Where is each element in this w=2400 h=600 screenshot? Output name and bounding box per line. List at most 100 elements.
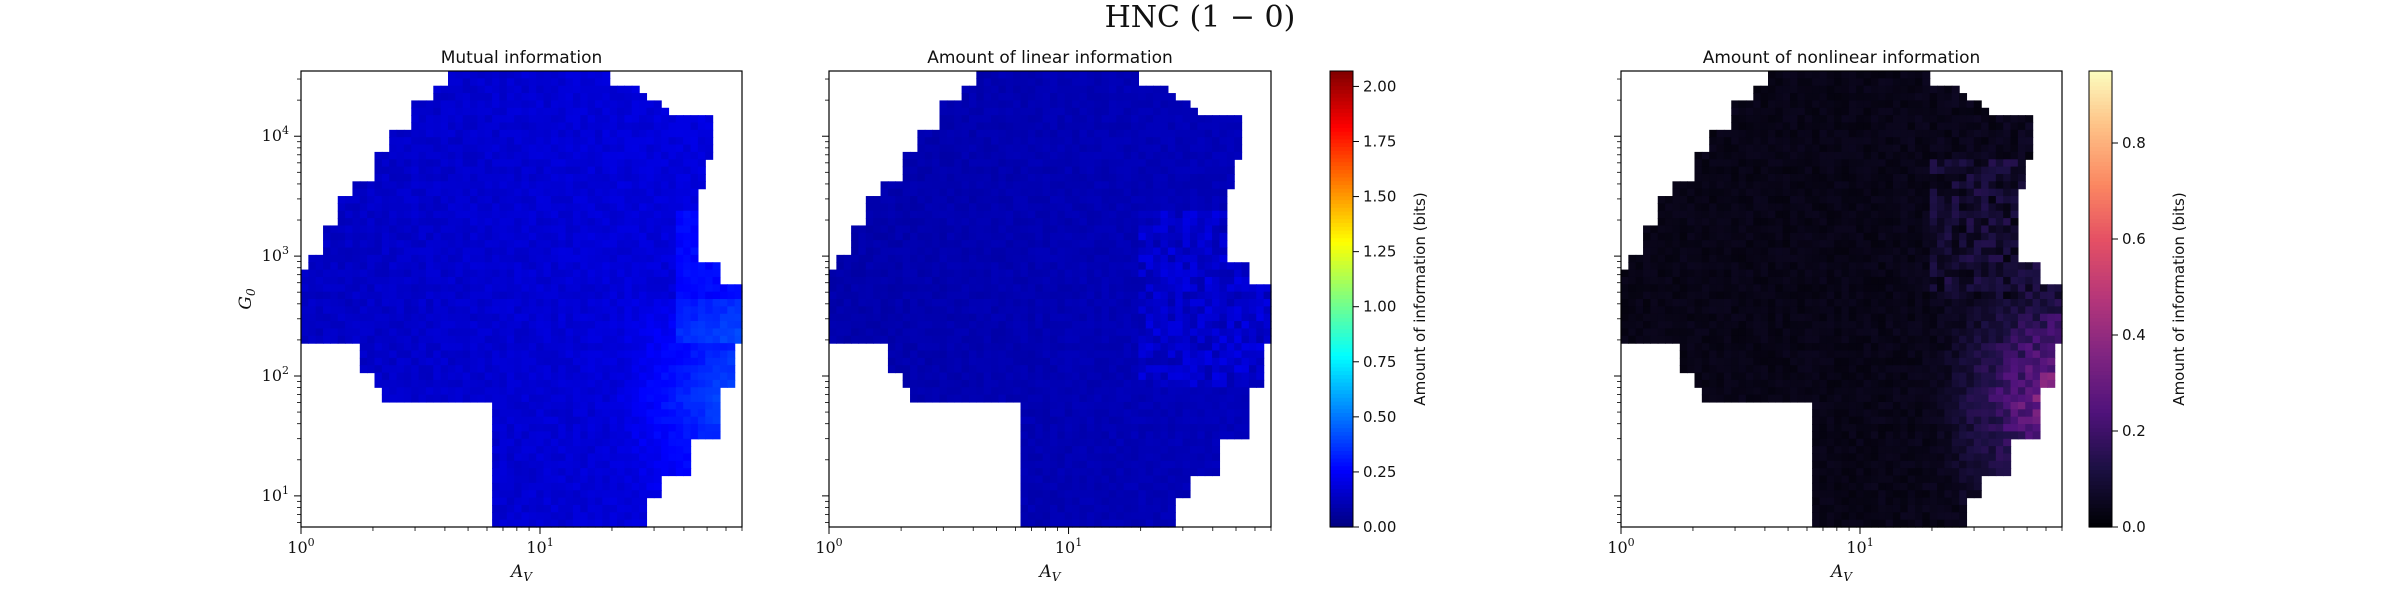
heatmap-cell: [1189, 431, 1198, 440]
heatmap-cell: [954, 181, 963, 190]
heatmap-cell: [983, 379, 992, 388]
heatmap-cell: [499, 482, 508, 491]
heatmap-cell: [646, 129, 655, 138]
heatmap-cell: [675, 166, 684, 175]
heatmap-cell: [631, 159, 640, 168]
heatmap-cell: [484, 78, 493, 87]
heatmap-cell: [536, 218, 545, 227]
heatmap-cells: [301, 71, 743, 528]
heatmap-cell: [1160, 203, 1169, 212]
heatmap-cell: [506, 365, 515, 374]
heatmap-cell: [895, 210, 904, 219]
heatmap-cell: [697, 166, 706, 175]
heatmap-cell: [902, 276, 911, 285]
heatmap-cell: [983, 343, 992, 352]
heatmap-cell: [1123, 453, 1132, 462]
heatmap-cell: [1116, 225, 1125, 234]
heatmap-cell: [1086, 416, 1095, 425]
heatmap-cell: [639, 115, 648, 124]
heatmap-cell: [1027, 196, 1036, 204]
heatmap-cell: [359, 269, 368, 278]
heatmap-cell: [565, 372, 574, 381]
heatmap-cell: [1013, 306, 1022, 315]
heatmap-cell: [499, 115, 508, 124]
heatmap-cell: [506, 343, 515, 352]
heatmap-cell: [917, 262, 926, 271]
heatmap-cell: [1042, 365, 1051, 374]
heatmap-cell: [374, 173, 383, 182]
heatmap-cell: [433, 137, 442, 146]
heatmap-cell: [462, 357, 471, 366]
heatmap-cell: [1138, 497, 1147, 506]
heatmap-cell: [631, 460, 640, 469]
heatmap-cell: [976, 240, 985, 249]
heatmap-cell: [1013, 122, 1022, 131]
heatmap-cell: [536, 504, 545, 513]
heatmap-cell: [462, 107, 471, 116]
heatmap-cell: [499, 299, 508, 307]
heatmap-cell: [1057, 225, 1066, 234]
heatmap-cell: [536, 335, 545, 344]
heatmap-cell: [543, 262, 552, 271]
heatmap-cell: [1160, 276, 1169, 285]
heatmap-cell: [528, 306, 537, 315]
heatmap-cell: [580, 173, 589, 182]
heatmap-cell: [1108, 71, 1117, 79]
heatmap-cell: [448, 343, 456, 352]
heatmap-cell: [661, 446, 670, 455]
heatmap-cell: [550, 321, 559, 330]
heatmap-cell: [425, 321, 434, 330]
heatmap-cell: [595, 387, 603, 396]
heatmap-cell: [580, 365, 589, 374]
heatmap-cell: [323, 276, 331, 285]
heatmap-cell: [403, 387, 412, 396]
heatmap-cell: [902, 210, 911, 219]
heatmap-cell: [1072, 188, 1081, 197]
heatmap-cell: [646, 203, 655, 212]
heatmap-cell: [1020, 446, 1029, 455]
heatmap-cell: [1182, 431, 1191, 440]
heatmap-cell: [1072, 71, 1081, 79]
heatmap-cell: [1145, 306, 1154, 315]
heatmap-cell: [1167, 269, 1176, 278]
heatmap-cell: [675, 262, 684, 271]
heatmap-cell: [661, 276, 670, 285]
heatmap-cell: [939, 188, 948, 197]
heatmap-cell: [595, 115, 603, 124]
heatmap-cell: [587, 262, 596, 271]
heatmap-cell: [1108, 188, 1117, 197]
heatmap-cell: [536, 372, 545, 381]
heatmap-cell: [1050, 122, 1058, 131]
heatmap-cell: [550, 475, 559, 484]
heatmap-cell: [1138, 299, 1147, 307]
heatmap-cell: [455, 387, 464, 396]
heatmap-cell: [609, 321, 618, 330]
heatmap-cell: [1020, 306, 1029, 315]
heatmap-cell: [1072, 416, 1081, 425]
heatmap-cell: [587, 71, 596, 79]
heatmap-cell: [1050, 181, 1058, 190]
heatmap-cell: [653, 276, 662, 285]
heatmap-cell: [961, 203, 970, 212]
heatmap-cell: [1035, 460, 1044, 469]
heatmap-cell: [543, 299, 552, 307]
heatmap-cell: [1175, 196, 1184, 204]
heatmap-cell: [1079, 431, 1088, 440]
heatmap-cell: [968, 122, 977, 131]
heatmap-cell: [954, 343, 963, 352]
heatmap-cell: [1189, 269, 1198, 278]
heatmap-cell: [381, 321, 390, 330]
heatmap-cell: [506, 276, 515, 285]
heatmap-cell: [1197, 181, 1206, 190]
heatmap-cell: [1072, 254, 1081, 263]
heatmap-cell: [418, 299, 427, 307]
heatmap-cell: [1108, 350, 1117, 359]
heatmap-cell: [1123, 424, 1132, 432]
heatmap-cell: [873, 210, 882, 219]
heatmap-cell: [587, 218, 596, 227]
heatmap-cell: [455, 254, 464, 263]
heatmap-cell: [1182, 276, 1191, 285]
heatmap-cell: [1042, 188, 1051, 197]
heatmap-cell: [1064, 151, 1073, 160]
heatmap-cell: [1108, 151, 1117, 160]
